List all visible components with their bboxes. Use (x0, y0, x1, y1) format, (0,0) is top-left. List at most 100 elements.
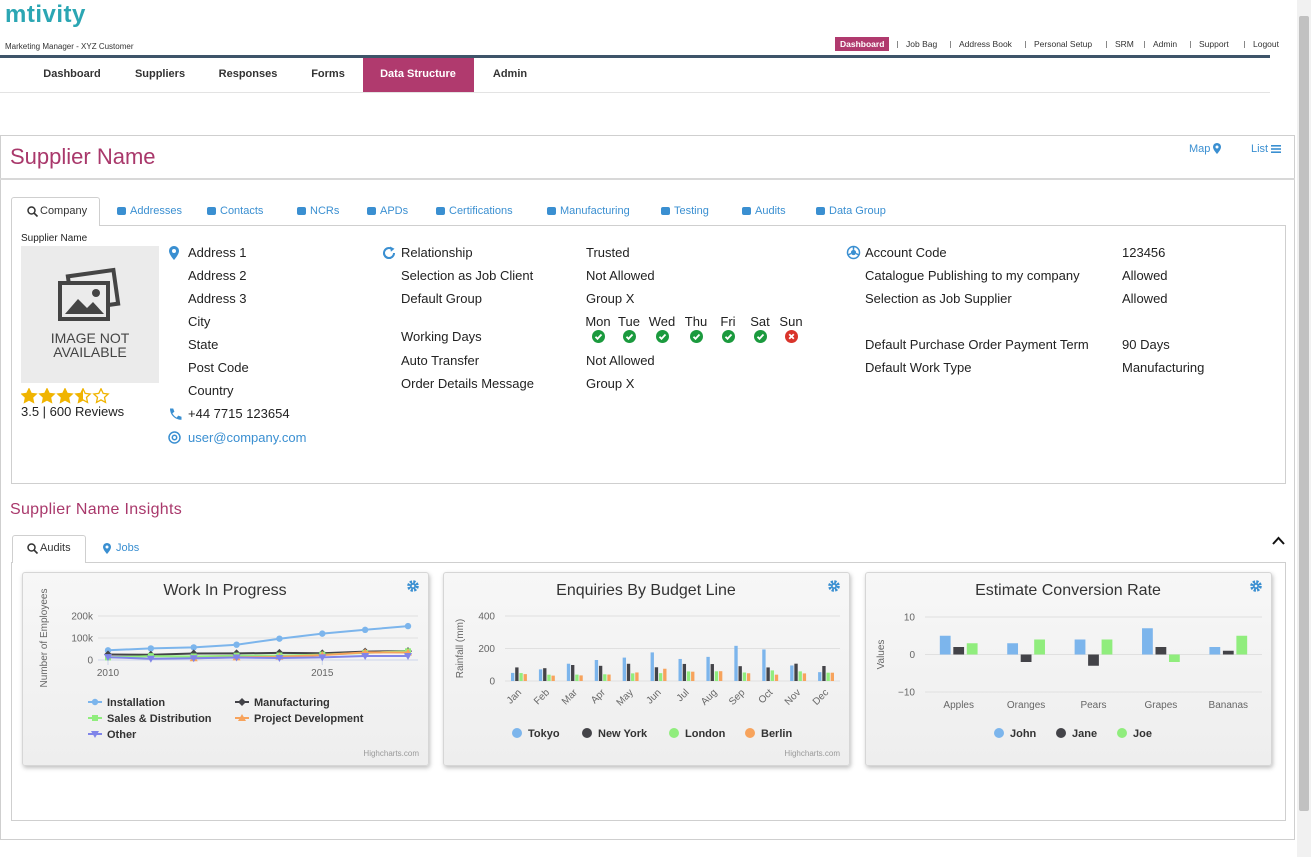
field-value: 123456 (1122, 245, 1166, 260)
top-link[interactable]: Job Bag (906, 39, 938, 49)
tab[interactable]: Audits (755, 205, 786, 217)
tab[interactable]: Certifications (449, 205, 513, 217)
bar (1168, 654, 1180, 662)
phone-icon-part (170, 408, 182, 420)
tab[interactable]: NCRs (310, 205, 340, 217)
legend-marker (512, 728, 522, 738)
view-link[interactable]: Map (1189, 143, 1211, 155)
top-link[interactable]: Support (1199, 39, 1229, 49)
account-icon-part (847, 246, 860, 256)
image-icon-part (92, 289, 100, 297)
bar (663, 668, 667, 681)
view-link[interactable]: List (1251, 143, 1269, 155)
nav-item[interactable]: Admin (492, 68, 528, 80)
top-link[interactable]: SRM (1115, 39, 1134, 49)
tab[interactable]: Jobs (116, 542, 140, 554)
x-tick-label: Apr (589, 687, 608, 706)
top-link[interactable]: Admin (1153, 39, 1178, 49)
y-tick-label: 0 (87, 656, 93, 667)
field-value: Group X (586, 376, 635, 391)
x-tick-label: Dec (811, 687, 831, 707)
tab[interactable]: Manufacturing (560, 205, 630, 217)
chart-menu[interactable] (407, 580, 419, 592)
legend-marker (1117, 728, 1127, 738)
x-tick-label: Jan (505, 687, 524, 706)
tab-icon (367, 207, 376, 215)
address-icon-part (172, 249, 176, 253)
top-link[interactable]: Address Book (959, 39, 1012, 49)
bar (742, 672, 747, 681)
page-title: Supplier Name (10, 144, 156, 169)
tab-icon-part (367, 207, 376, 215)
chart-menu-part (1254, 584, 1258, 588)
chart-menu-part (407, 580, 419, 592)
tab[interactable]: Addresses (130, 205, 182, 217)
y-tick-label: 0 (489, 677, 495, 688)
title-rule (0, 178, 1295, 180)
y-axis-title: Values (876, 640, 887, 670)
tab[interactable]: Data Group (829, 205, 886, 217)
data-point (361, 652, 370, 660)
bar (678, 658, 682, 681)
tab[interactable]: Testing (674, 205, 709, 217)
data-point (190, 644, 197, 651)
nav-item[interactable]: Dashboard (43, 68, 101, 80)
legend-label: Installation (107, 697, 165, 709)
insights-title: Supplier Name Insights (10, 501, 183, 518)
legend-marker (91, 698, 99, 706)
day-name: Thu (684, 314, 708, 329)
legend-marker (582, 728, 592, 738)
bar (830, 672, 834, 681)
day-status-part (594, 333, 602, 341)
tab-icon (27, 206, 39, 218)
field-label: Account Code (865, 245, 947, 260)
chart-menu[interactable] (1250, 580, 1262, 592)
collapse-icon-part (1272, 536, 1285, 545)
address-line: Address 3 (188, 291, 247, 306)
tab-icon (547, 207, 556, 215)
field-value: Allowed (1122, 268, 1168, 283)
tab-active-bg (12, 535, 86, 563)
link-separator (1025, 41, 1026, 48)
tab-icon-part (27, 206, 36, 215)
email[interactable]: user@company.com (188, 430, 307, 445)
tab[interactable]: Audits (40, 542, 71, 554)
top-link[interactable]: Logout (1253, 39, 1279, 49)
y-axis-title: Rainfall (mm) (455, 619, 466, 678)
bar (691, 671, 695, 681)
tab[interactable]: Contacts (220, 205, 264, 217)
chart-menu[interactable] (828, 580, 840, 592)
link-separator (897, 41, 898, 48)
day-status (721, 330, 735, 343)
nav-item[interactable]: Forms (311, 68, 345, 80)
star (21, 388, 38, 404)
chart-menu-part (1250, 580, 1262, 592)
bar (762, 649, 766, 681)
legend-label: Tokyo (528, 728, 560, 740)
top-link[interactable]: Dashboard (835, 37, 890, 51)
day-status (591, 330, 605, 343)
legend-marker (745, 728, 755, 738)
nav-item[interactable]: Responses (218, 68, 278, 80)
image-icon (58, 267, 121, 321)
day-name: Fri (720, 314, 736, 329)
chart-menu-part (832, 584, 836, 588)
legend-marker (669, 728, 679, 738)
x-tick-label: Grapes (1145, 700, 1178, 711)
bar (515, 667, 519, 681)
email-icon (168, 431, 181, 444)
tab[interactable]: APDs (380, 205, 409, 217)
x-tick-label: Oranges (1007, 700, 1045, 711)
tab[interactable]: Company (40, 205, 88, 217)
bar (594, 660, 599, 681)
data-point (104, 647, 112, 654)
top-link[interactable]: Personal Setup (1034, 39, 1093, 49)
legend-label: Project Development (254, 713, 364, 725)
collapse-icon[interactable] (1272, 536, 1285, 545)
day-status-part (658, 333, 666, 341)
bar (774, 674, 779, 681)
data-point (146, 655, 155, 663)
nav-item[interactable]: Data Structure (380, 68, 456, 80)
nav-item[interactable]: Suppliers (134, 68, 186, 80)
